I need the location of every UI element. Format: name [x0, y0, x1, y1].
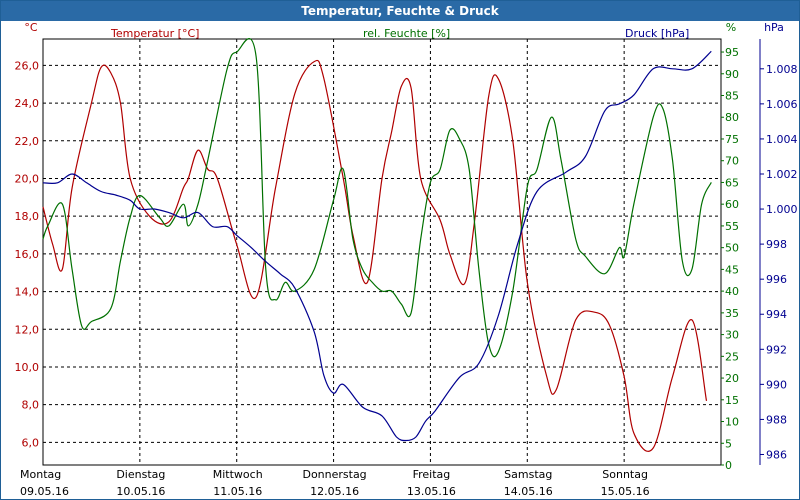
temperature-tick-label: 12,0	[15, 323, 40, 336]
humidity-tick-label: 10	[725, 416, 739, 429]
day-label: Samstag	[504, 468, 552, 481]
humidity-axis-label: rel. Feuchte [%]	[363, 27, 450, 40]
series-lines	[42, 38, 712, 452]
pressure-axis-label: Druck [hPa]	[625, 27, 689, 40]
humidity-tick-label: 65	[725, 176, 739, 189]
pressure-tick-label: 996	[766, 273, 787, 286]
humidity-tick-label: 0	[725, 459, 732, 472]
day-label: Freitag	[413, 468, 451, 481]
pressure-tick-label: 1.000	[766, 203, 798, 216]
humidity-tick-label: 20	[725, 372, 739, 385]
pressure-tick-label: 998	[766, 238, 787, 251]
date-label: 12.05.16	[310, 485, 359, 498]
humidity-line	[42, 38, 712, 358]
temperature-tick-label: 6,0	[22, 436, 40, 449]
gridlines	[43, 39, 721, 465]
humidity-tick-label: 90	[725, 68, 739, 81]
day-label: Sonntag	[602, 468, 648, 481]
chart-title: Temperatur, Feuchte & Druck	[1, 1, 799, 21]
temperature-tick-label: 24,0	[15, 97, 40, 110]
humidity-tick-label: 60	[725, 198, 739, 211]
humidity-tick-label: 35	[725, 307, 739, 320]
temperature-tick-label: 22,0	[15, 135, 40, 148]
day-label: Dienstag	[116, 468, 165, 481]
humidity-tick-label: 55	[725, 220, 739, 233]
temperature-tick-label: 16,0	[15, 248, 40, 261]
plot-area	[42, 38, 722, 466]
pressure-unit: hPa	[764, 21, 784, 34]
date-label: 09.05.16	[20, 485, 69, 498]
temperature-line	[42, 59, 708, 452]
humidity-tick-label: 30	[725, 329, 739, 342]
pressure-tick-label: 1.008	[766, 63, 798, 76]
temperature-tick-label: 8,0	[22, 399, 40, 412]
date-label: 13.05.16	[407, 485, 456, 498]
day-label: Mittwoch	[213, 468, 263, 481]
temperature-tick-label: 26,0	[15, 59, 40, 72]
humidity-tick-label: 50	[725, 242, 739, 255]
pressure-tick-label: 1.002	[766, 168, 798, 181]
temperature-unit: °C	[24, 21, 38, 34]
date-label: 14.05.16	[504, 485, 553, 498]
humidity-tick-label: 70	[725, 155, 739, 168]
temperature-tick-label: 18,0	[15, 210, 40, 223]
date-label: 15.05.16	[601, 485, 650, 498]
humidity-tick-label: 40	[725, 285, 739, 298]
date-label: 11.05.16	[213, 485, 262, 498]
pressure-tick-label: 992	[766, 343, 787, 356]
pressure-tick-label: 1.006	[766, 98, 798, 111]
axes: °C 26,0 24,0 22,0 20,0 18,0 16,0 14,0 12,0 10,0 8,…	[15, 21, 798, 498]
pressure-tick-label: 990	[766, 378, 787, 391]
humidity-tick-label: 95	[725, 46, 739, 59]
temperature-tick-label: 20,0	[15, 172, 40, 185]
humidity-tick-label: 85	[725, 90, 739, 103]
humidity-tick-label: 5	[725, 437, 732, 450]
pressure-tick-label: 1.004	[766, 133, 798, 146]
pressure-tick-label: 988	[766, 413, 787, 426]
pressure-tick-label: 994	[766, 308, 787, 321]
pressure-tick-label: 986	[766, 448, 787, 461]
temperature-tick-label: 10,0	[15, 361, 40, 374]
humidity-tick-label: 75	[725, 133, 739, 146]
humidity-tick-label: 80	[725, 111, 739, 124]
temperature-tick-label: 14,0	[15, 286, 40, 299]
chart-canvas: °C 26,0 24,0 22,0 20,0 18,0 16,0 14,0 12,0 10,0 8,…	[15, 21, 798, 498]
pressure-line	[42, 50, 712, 442]
humidity-unit: %	[726, 21, 736, 34]
humidity-tick-label: 25	[725, 350, 739, 363]
humidity-tick-label: 15	[725, 394, 739, 407]
date-label: 10.05.16	[116, 485, 165, 498]
day-label: Donnerstag	[302, 468, 366, 481]
temperature-axis-label: Temperatur [°C]	[110, 27, 199, 40]
day-label: Montag	[20, 468, 61, 481]
humidity-tick-label: 45	[725, 263, 739, 276]
